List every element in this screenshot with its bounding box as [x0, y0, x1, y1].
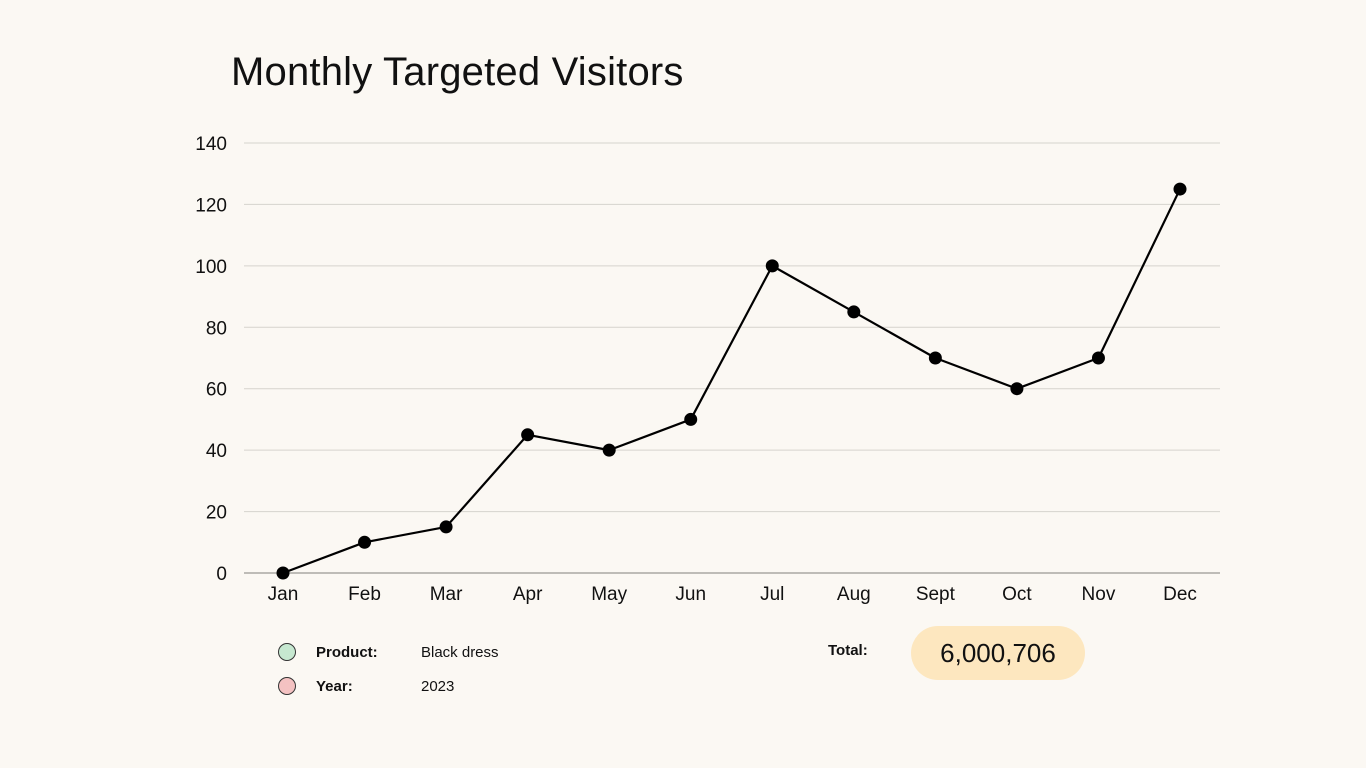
x-tick-label: May	[591, 584, 627, 605]
total-value: 6,000,706	[940, 637, 1056, 668]
data-point-jul	[765, 259, 779, 273]
total-value-badge: 6,000,706	[911, 626, 1085, 680]
data-point-sept	[928, 351, 942, 365]
data-point-aug	[847, 305, 861, 319]
y-tick-label: 20	[206, 503, 227, 524]
x-tick-label: Jan	[268, 584, 299, 605]
data-point-jan	[276, 566, 290, 580]
y-tick-label: 140	[195, 134, 227, 155]
y-tick-label: 120	[195, 195, 227, 216]
y-tick-label: 60	[206, 380, 227, 401]
year-label: Year:	[316, 677, 353, 695]
x-tick-label: Oct	[1002, 584, 1032, 605]
x-tick-label: Sept	[916, 584, 956, 605]
data-point-oct	[1010, 382, 1024, 396]
x-tick-label: Feb	[348, 584, 381, 605]
x-tick-label: Dec	[1163, 584, 1197, 605]
legend-product: Product: Black dress	[276, 640, 499, 664]
data-point-nov	[1091, 351, 1105, 365]
y-tick-label: 40	[206, 441, 227, 462]
legend-year: Year: 2023	[276, 674, 454, 698]
product-label: Product:	[316, 643, 378, 661]
data-point-dec	[1173, 182, 1187, 196]
data-markers	[276, 182, 1187, 580]
product-value: Black dress	[421, 643, 499, 661]
year-value: 2023	[421, 677, 455, 695]
y-tick-label: 0	[216, 564, 227, 585]
y-tick-label: 100	[195, 257, 227, 278]
x-tick-label: Aug	[837, 584, 871, 605]
y-axis-tick-labels: 0 20 40 60 80 100 120 140	[195, 134, 227, 585]
product-swatch-icon	[278, 643, 296, 661]
year-swatch-icon	[278, 677, 296, 695]
data-point-apr	[521, 428, 535, 442]
y-tick-label: 80	[206, 318, 227, 339]
data-point-mar	[439, 520, 453, 534]
data-point-may	[602, 443, 616, 457]
data-point-jun	[684, 412, 698, 426]
grid-lines	[244, 142, 1220, 574]
x-tick-label: Apr	[513, 584, 543, 605]
chart-title: Monthly Targeted Visitors	[231, 50, 684, 94]
series-line	[282, 188, 1181, 575]
total-label: Total:	[828, 642, 868, 659]
x-tick-label: Nov	[1082, 584, 1116, 605]
x-tick-label: Jul	[760, 584, 784, 605]
data-point-feb	[358, 535, 372, 549]
x-tick-label: Mar	[430, 584, 463, 605]
x-tick-label: Jun	[675, 584, 706, 605]
x-axis-tick-labels: Jan Feb Mar Apr May Jun Jul Aug Sept Oct Nov Dec	[268, 584, 1197, 605]
